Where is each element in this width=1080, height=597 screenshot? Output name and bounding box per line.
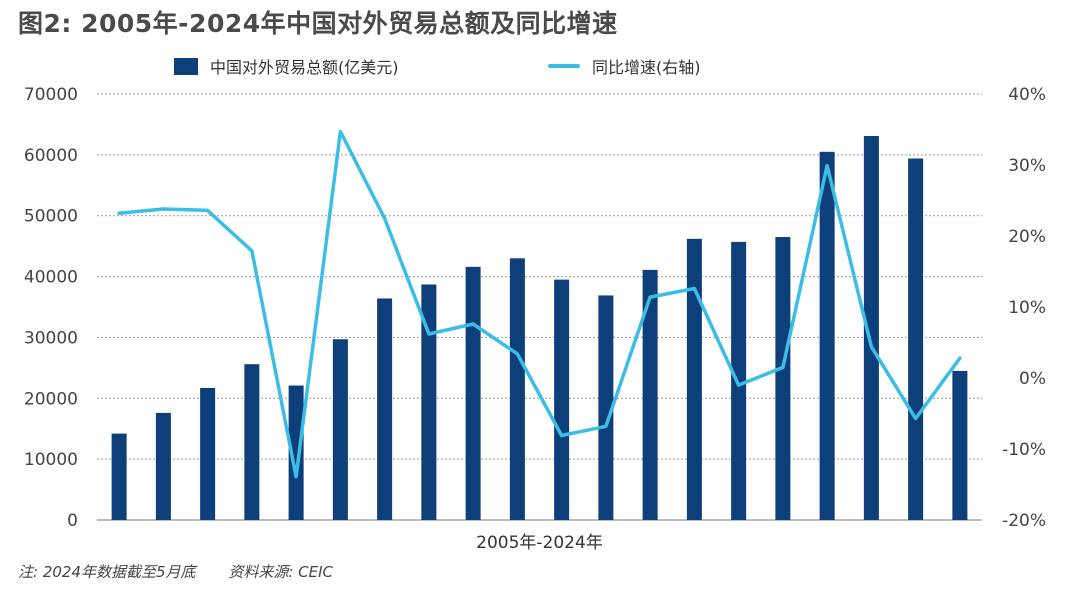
y-left-tick-label: 0 (67, 511, 78, 531)
y-right-tick-label: 0% (1019, 369, 1046, 389)
y-right-tick-label: 10% (1008, 298, 1046, 318)
footer-source: 资料来源: CEIC (228, 563, 333, 581)
y-axis-right: -20% -10% 0% 10% 20% 30% 40% (1002, 85, 1046, 531)
bar-2014 (509, 258, 525, 520)
y-left-tick-label: 60000 (24, 146, 78, 166)
bar-2012 (421, 284, 437, 520)
bar-2021 (819, 151, 835, 521)
bar-2020 (775, 237, 791, 520)
growth-point-2005 (117, 211, 121, 215)
growth-point-2020 (781, 365, 785, 369)
growth-point-2023 (914, 416, 918, 420)
chart-title: 图2: 2005年-2024年中国对外贸易总额及同比增速 (18, 9, 618, 38)
bar-2015 (554, 279, 570, 520)
y-left-tick-label: 50000 (24, 207, 78, 227)
growth-point-2006 (161, 207, 165, 211)
bar-2006 (155, 412, 171, 520)
growth-point-2021 (825, 164, 829, 168)
growth-point-2016 (604, 424, 608, 428)
bar-2007 (200, 387, 216, 520)
y-left-tick-label: 20000 (24, 389, 78, 409)
legend: 中国对外贸易总额(亿美元) 同比增速(右轴) (0, 54, 1080, 80)
legend-swatch-bar (174, 57, 198, 75)
y-right-tick-label: -10% (1002, 440, 1046, 460)
growth-point-2013 (471, 322, 475, 326)
bar-2017 (642, 269, 658, 520)
growth-point-2010 (338, 130, 342, 134)
y-right-tick-label: 20% (1008, 227, 1046, 247)
growth-point-2012 (427, 332, 431, 336)
legend-item-trade-total: 中国对外贸易总额(亿美元) (174, 54, 399, 78)
legend-label-trade-total: 中国对外贸易总额(亿美元) (210, 58, 399, 77)
growth-point-2014 (515, 352, 519, 356)
growth-point-2008 (250, 249, 254, 253)
growth-point-2011 (383, 216, 387, 220)
bar-2010 (332, 339, 348, 520)
y-right-tick-label: -20% (1002, 511, 1046, 531)
legend-swatch-line (548, 64, 580, 68)
growth-point-2017 (648, 295, 652, 299)
bar-2005 (111, 433, 127, 520)
y-left-tick-label: 40000 (24, 268, 78, 288)
bar-2009 (288, 385, 304, 520)
footer: 注: 2024年数据截至5月底 资料来源: CEIC (18, 561, 361, 582)
bar-2011 (377, 298, 393, 520)
bar-series (111, 135, 968, 521)
y-right-tick-label: 30% (1008, 156, 1046, 176)
grid-lines (97, 93, 982, 521)
growth-point-2007 (206, 208, 210, 212)
y-right-tick-label: 40% (1008, 85, 1046, 105)
bar-2022 (863, 135, 879, 520)
footer-note: 注: 2024年数据截至5月底 (18, 563, 196, 581)
y-axis-left: 0 10000 20000 30000 40000 50000 60000 70000 (24, 85, 78, 531)
bar-2013 (465, 266, 481, 520)
growth-point-2018 (692, 287, 696, 291)
growth-point-2024 (958, 356, 962, 360)
line-series (117, 129, 962, 479)
bar-2008 (244, 364, 260, 520)
legend-label-growth: 同比增速(右轴) (592, 58, 701, 77)
bar-2024 (952, 370, 968, 520)
growth-point-2022 (869, 345, 873, 349)
growth-point-2019 (737, 383, 741, 387)
y-left-tick-label: 30000 (24, 328, 78, 348)
bar-2023 (908, 158, 924, 520)
y-left-tick-label: 70000 (24, 85, 78, 105)
x-axis-label: 2005年-2024年 (476, 533, 603, 553)
growth-point-2009 (294, 475, 298, 479)
y-left-tick-label: 10000 (24, 450, 78, 470)
legend-item-growth: 同比增速(右轴) (548, 54, 701, 78)
growth-point-2015 (560, 434, 564, 438)
growth-line (117, 129, 962, 479)
bar-2019 (731, 241, 747, 520)
bar-2016 (598, 295, 614, 520)
bar-2018 (686, 238, 702, 520)
